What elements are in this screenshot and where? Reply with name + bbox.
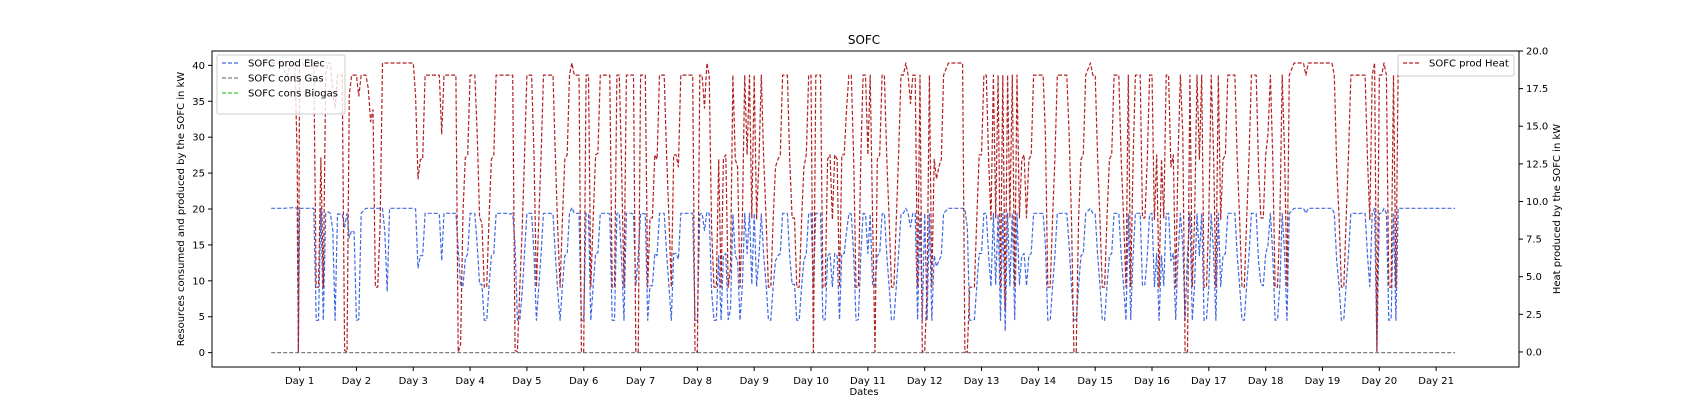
y-right-tick-label: 0.0	[1526, 347, 1542, 358]
x-tick-label: Day 3	[399, 376, 428, 387]
x-tick-label: Day 9	[740, 376, 769, 387]
y-right-tick-label: 17.5	[1526, 84, 1548, 95]
y-right-axis-ticks: 0.0 2.5 5.0 7.5 10.0 12.5 15.0 17.5 20.0	[1519, 47, 1548, 358]
y-left-tick-label: 10	[192, 276, 205, 287]
x-tick-label: Day 11	[850, 376, 886, 387]
x-tick-label: Day 20	[1361, 376, 1397, 387]
y-left-tick-label: 30	[192, 133, 205, 144]
x-tick-label: Day 21	[1418, 376, 1454, 387]
chart-title: SOFC	[848, 33, 880, 47]
x-tick-label: Day 17	[1191, 376, 1227, 387]
legend-left: SOFC prod Elec SOFC cons Gas SOFC cons Bio…	[216, 54, 346, 115]
legend-left-entry: SOFC cons Biogas	[248, 89, 338, 100]
y-left-tick-label: 15	[192, 240, 205, 251]
y-right-tick-label: 5.0	[1526, 272, 1542, 283]
y-right-tick-label: 15.0	[1526, 122, 1548, 133]
legend-left-entry: SOFC cons Gas	[248, 74, 324, 85]
x-tick-label: Day 12	[907, 376, 943, 387]
legend-left-box	[216, 54, 346, 115]
y-left-tick-label: 25	[192, 169, 205, 180]
x-tick-label: Day 14	[1021, 376, 1057, 387]
y-right-tick-label: 20.0	[1526, 47, 1548, 58]
y-right-axis-label: Heat produced by the SOFC in kW	[1552, 124, 1563, 294]
y-right-tick-label: 7.5	[1526, 235, 1542, 246]
x-tick-label: Day 13	[964, 376, 1000, 387]
y-right-tick-label: 2.5	[1526, 310, 1542, 321]
x-tick-label: Day 15	[1077, 376, 1113, 387]
y-right-tick-label: 12.5	[1526, 159, 1548, 170]
y-left-tick-label: 20	[192, 205, 205, 216]
y-left-tick-label: 40	[192, 61, 205, 72]
y-left-axis-label: Resources consumed and produced by the S…	[176, 72, 187, 347]
x-axis-label: Dates	[849, 387, 878, 398]
series-line-sofc-prod-heat	[271, 62, 1399, 353]
x-tick-label: Day 19	[1305, 376, 1341, 387]
y-left-tick-label: 35	[192, 97, 205, 108]
y-right-tick-label: 10.0	[1526, 197, 1548, 208]
legend-right: SOFC prod Heat	[1397, 54, 1515, 77]
y-left-tick-label: 0	[199, 348, 205, 359]
y-left-axis-ticks: 0 5 10 15 20 25 30 35 40	[192, 61, 212, 359]
x-tick-label: Day 1	[285, 376, 314, 387]
x-tick-label: Day 5	[512, 376, 541, 387]
x-tick-label: Day 18	[1248, 376, 1284, 387]
x-tick-label: Day 8	[683, 376, 712, 387]
x-tick-label: Day 7	[626, 376, 655, 387]
x-tick-label: Day 16	[1134, 376, 1170, 387]
legend-right-box	[1397, 54, 1515, 77]
legend-left-entry: SOFC prod Elec	[248, 59, 325, 70]
x-tick-label: Day 6	[569, 376, 598, 387]
series-line-sofc-prod-elec	[271, 207, 1456, 352]
y-left-tick-label: 5	[199, 312, 205, 323]
series-layer	[271, 62, 1456, 354]
x-tick-label: Day 2	[342, 376, 371, 387]
legend-right-entry: SOFC prod Heat	[1429, 59, 1509, 70]
x-axis-ticks: Day 1 Day 2 Day 3 Day 4 Day 5 Day 6 Day 7 Day 8…	[285, 367, 1454, 387]
x-tick-label: Day 4	[455, 376, 484, 387]
x-tick-label: Day 10	[793, 376, 829, 387]
